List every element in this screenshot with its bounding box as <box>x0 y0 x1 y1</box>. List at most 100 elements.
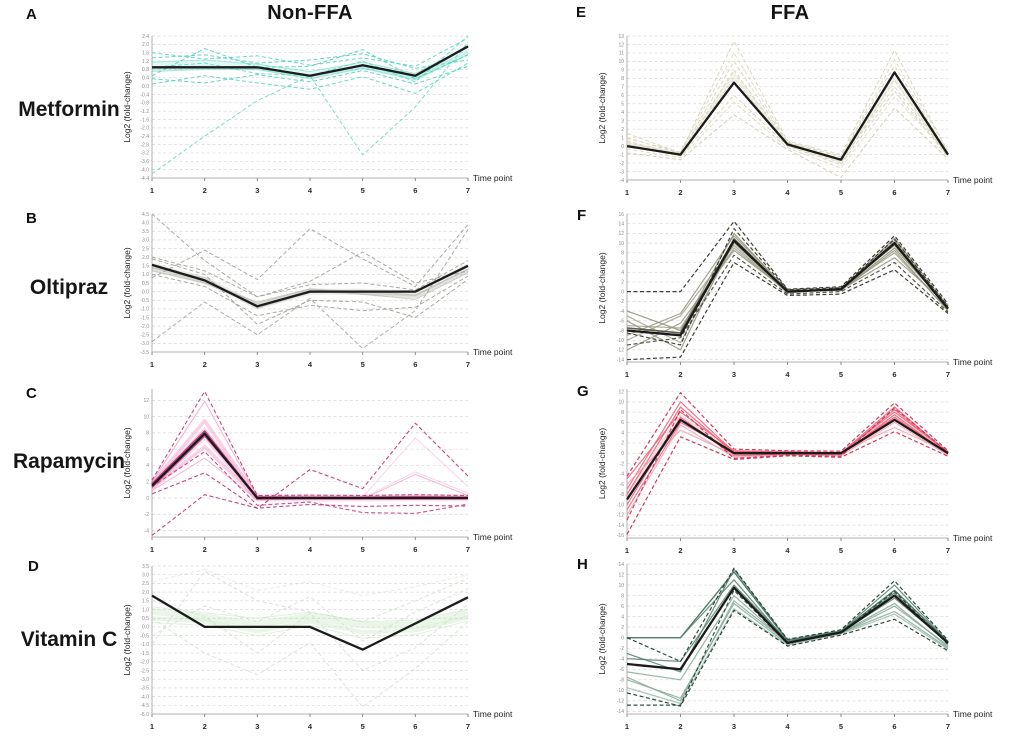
mean-line <box>152 45 469 77</box>
y-axis-label: Log2 (fold-change) <box>122 247 132 319</box>
svg-text:-2.0: -2.0 <box>140 660 149 666</box>
svg-text:-12: -12 <box>617 699 624 705</box>
row-label-oltipraz: Oltipraz <box>29 276 109 299</box>
svg-text:-3.0: -3.0 <box>140 677 149 683</box>
svg-text:1.2: 1.2 <box>142 59 149 65</box>
svg-text:2: 2 <box>203 545 207 554</box>
svg-text:-4: -4 <box>620 309 625 315</box>
svg-text:4: 4 <box>621 430 624 436</box>
panel-letter-h: H <box>577 556 588 573</box>
svg-text:0.0: 0.0 <box>142 84 149 90</box>
svg-text:7: 7 <box>621 85 624 91</box>
y-axis-label: Log2 (fold-change) <box>597 72 607 144</box>
series-line <box>151 65 469 85</box>
series-line <box>151 600 469 671</box>
series-line <box>151 569 469 597</box>
series-line <box>626 228 949 346</box>
svg-text:7: 7 <box>946 722 950 731</box>
series-line <box>626 567 949 663</box>
svg-text:0.5: 0.5 <box>142 616 149 622</box>
svg-text:-2: -2 <box>620 461 625 467</box>
series-line <box>626 52 949 157</box>
svg-text:-2.4: -2.4 <box>140 134 149 140</box>
x-axis-label: Time point <box>953 533 993 543</box>
series-line <box>151 273 469 317</box>
panel-letter-c: C <box>26 385 37 402</box>
svg-text:3: 3 <box>732 370 736 379</box>
svg-text:-4: -4 <box>620 472 625 478</box>
svg-text:5: 5 <box>361 360 365 369</box>
series-line <box>151 617 469 708</box>
series-line <box>626 568 949 673</box>
series-line <box>151 267 469 306</box>
svg-text:-16: -16 <box>617 533 624 539</box>
series-line <box>151 45 469 75</box>
svg-text:7: 7 <box>466 722 470 731</box>
svg-text:-5.0: -5.0 <box>140 712 149 718</box>
chart-panel-g-rapamycin-ffa: 12 10 8 6 4 2 0 -2 -4 -6 -8 -10 -12 -14 -16 1 2 3 4 5 6 7 Log2… <box>593 381 1015 562</box>
svg-text:-3: -3 <box>620 169 625 175</box>
svg-text:5: 5 <box>839 188 843 197</box>
svg-text:1.5: 1.5 <box>142 599 149 605</box>
series-line <box>626 107 949 178</box>
mean-line <box>151 432 468 500</box>
svg-text:3.5: 3.5 <box>142 564 149 570</box>
series-line <box>151 62 469 94</box>
series-line <box>626 254 949 346</box>
y-axis-label: Log2 (fold-change) <box>122 427 132 499</box>
svg-text:1: 1 <box>625 722 629 731</box>
svg-text:-4.4: -4.4 <box>140 176 149 182</box>
svg-text:6: 6 <box>892 188 896 197</box>
svg-text:5: 5 <box>839 370 843 379</box>
series-line <box>151 37 469 67</box>
panel-letter-a: A <box>26 6 37 23</box>
mean-line <box>151 594 469 651</box>
mean-line <box>626 586 949 671</box>
column-title-ffa: FFA <box>770 2 810 24</box>
svg-text:2: 2 <box>621 127 624 133</box>
svg-text:1.5: 1.5 <box>142 264 149 270</box>
svg-text:-8: -8 <box>620 678 625 684</box>
svg-text:0.0: 0.0 <box>142 289 149 295</box>
series-line <box>151 258 469 325</box>
svg-text:2: 2 <box>203 722 207 731</box>
series-line <box>151 457 469 501</box>
series-line <box>151 620 469 639</box>
svg-text:-6: -6 <box>620 482 625 488</box>
svg-text:12: 12 <box>143 398 149 404</box>
svg-text:4: 4 <box>785 188 790 197</box>
series-line <box>151 435 469 499</box>
chart-panel-c-rapamycin-nonffa: 12 10 8 6 4 2 0 -2 -4 1 2 3 4 5 6 7 Log2 (fold-change) Ti… <box>118 381 518 561</box>
series-line <box>626 407 949 521</box>
series-line <box>151 494 469 536</box>
svg-text:5: 5 <box>361 722 365 731</box>
svg-text:4: 4 <box>308 186 313 195</box>
series-line <box>151 615 469 635</box>
svg-text:-14: -14 <box>617 709 624 715</box>
svg-text:4: 4 <box>621 270 624 276</box>
x-axis-label: Time point <box>473 532 513 542</box>
svg-text:5: 5 <box>839 546 843 555</box>
series-line <box>151 607 469 629</box>
svg-text:8: 8 <box>621 593 624 599</box>
series-line <box>626 90 949 166</box>
svg-text:8: 8 <box>621 410 624 416</box>
svg-text:-12: -12 <box>617 513 624 519</box>
svg-text:0: 0 <box>146 496 149 502</box>
series-line <box>151 41 469 175</box>
y-axis-label: Log2 (fold-change) <box>597 252 607 324</box>
y-axis-label: Log2 (fold-change) <box>122 71 132 143</box>
svg-text:2: 2 <box>621 280 624 286</box>
svg-text:2: 2 <box>146 480 149 486</box>
panel-letter-f: F <box>577 207 587 224</box>
svg-text:-3.5: -3.5 <box>140 350 149 356</box>
svg-text:-0.4: -0.4 <box>140 92 149 98</box>
svg-text:2: 2 <box>621 625 624 631</box>
svg-text:0.8: 0.8 <box>142 67 149 73</box>
svg-text:-1.6: -1.6 <box>140 117 149 123</box>
svg-text:4.5: 4.5 <box>142 212 149 218</box>
